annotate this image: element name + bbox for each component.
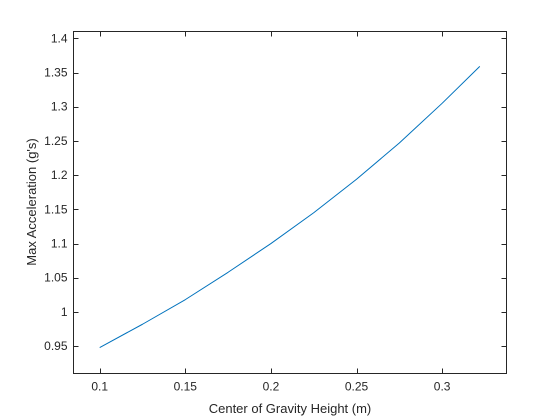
- x-axis: 0.1 0.15 0.2 0.25 0.3: [91, 31, 451, 394]
- y-tick-label: 1.1: [51, 237, 68, 251]
- y-tick-label: 1.4: [51, 31, 68, 45]
- plot-area: [73, 31, 507, 374]
- y-tick-label: 0.95: [44, 339, 68, 353]
- y-tick-label: 1.35: [44, 66, 68, 80]
- axes-box: [73, 31, 507, 374]
- x-tick-label: 0.25: [345, 380, 369, 394]
- series-layer: [99, 66, 481, 348]
- y-tick-label: 1.3: [51, 100, 68, 114]
- series-line: [99, 66, 481, 348]
- x-tick-label: 0.2: [263, 380, 280, 394]
- y-axis: 0.95 1 1.05 1.1 1.15 1.2 1.25 1.3 1.35 1.4: [44, 31, 507, 353]
- y-tick-label: 1.25: [44, 134, 68, 148]
- x-tick-label: 0.15: [174, 380, 198, 394]
- x-tick-label: 0.1: [91, 380, 108, 394]
- y-tick-label: 1.05: [44, 271, 68, 285]
- y-tick-label: 1: [61, 305, 68, 319]
- x-axis-label: Center of Gravity Height (m): [209, 401, 372, 416]
- y-tick-label: 1.2: [51, 168, 68, 182]
- y-tick-label: 1.15: [44, 202, 68, 216]
- x-tick-label: 0.3: [434, 380, 451, 394]
- y-axis-label: Max Acceleration (g's): [24, 138, 39, 265]
